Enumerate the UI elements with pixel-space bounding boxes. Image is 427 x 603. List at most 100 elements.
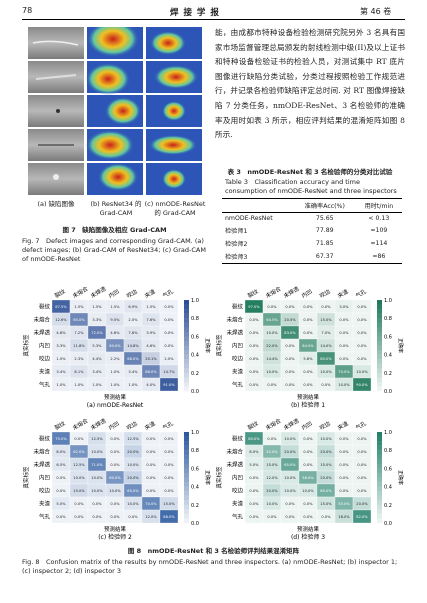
table-row: 检验师3 67.37 ≈86 [222,250,402,264]
cell-label: 0.0% [146,463,156,467]
colorbar-tick: 0.2 [191,371,199,377]
cell-label: 75.0% [55,437,67,441]
cell-label: 0.0% [267,305,277,309]
table-caption-en: Table 3 Classification accuracy and time… [225,178,397,195]
cell-label: 0.0% [339,318,349,322]
cell-label: 5.3% [92,344,102,348]
colorbar-step [184,359,189,364]
cell-label: 12.0% [145,515,157,519]
x-axis-label: 预测结果 [104,393,127,401]
colorbar-tick: 0.4 [384,485,392,491]
cell-label: 20.0% [127,450,139,454]
colorbar-step [377,336,382,342]
cell-label: 0.0% [164,344,174,348]
cell-label: 15.0% [320,463,332,467]
cell-label: 0.0% [303,318,313,322]
colorbar-step [184,436,189,442]
col-label: 咬边 [318,419,332,432]
table-body: nmODE-ResNet 75.65 < 0.13 检验师1 77.89 ≈109 检验师2… [222,213,402,264]
cell-label: 0.0% [164,318,174,322]
colorbar-step [184,500,189,505]
figure-caption-en: Fig. 7 Defect images and corresponding G… [22,237,206,263]
colorbar-step [377,318,382,323]
cell-label: 58.0% [302,476,314,480]
cell-label: 80.0% [320,357,332,361]
cell-label: 0.0% [110,450,120,454]
cell-label: 0.0% [110,515,120,519]
cell-label: 0.0% [339,437,349,441]
subcaption: (c) nmODE-ResNet 的 Grad-CAM [144,200,206,217]
cell-label: 0.0% [285,502,295,506]
cell-label: 0.0% [249,476,259,480]
table-header: 准确率Acc(%) 用时t/min [222,198,402,213]
cell-label: 62.0% [73,450,85,454]
colorbar-step [377,340,382,346]
col-label: 内凹 [300,287,314,299]
cell-label: 0.0% [339,357,349,361]
cell-label: 0.0% [321,383,331,387]
colorbar-tick: 1.0 [191,298,199,304]
cell-label: 0.0% [74,515,84,519]
cell-label: 0.0% [164,331,174,335]
colorbar-step [377,381,382,387]
cell-label: 15.0% [266,463,278,467]
colorbar-step [377,477,382,483]
colorbar-step [377,354,382,360]
cell-label: 3.4% [56,370,66,374]
cell-label: 0.0% [110,463,120,467]
col-label: 气孔 [161,287,175,300]
cell-label: 60.0% [109,476,121,480]
col-label: 夹渣 [143,419,157,432]
y-axis-label: 真实标签 [215,466,223,489]
cell [352,509,372,524]
colorbar-step [377,482,382,487]
colorbar-step [184,350,189,355]
colorbar-step [377,313,382,319]
colorbar-step [184,445,189,451]
body-text: 能，由成都市特种设备检验检测研究院另外 3 名具有国家市场监督管理总局颁发的射线… [215,28,405,140]
cell-label: 0.0% [285,357,295,361]
colorbar-step [184,463,189,469]
colorbar-step [377,304,382,310]
cell-label: 0.0% [249,331,259,335]
cell-label: 5.0% [56,502,66,506]
colorbar-tick: 1.0 [384,430,392,436]
colorbar-step [184,327,189,333]
cell-label: 12.0% [266,476,278,480]
colorbar-step [184,477,189,483]
cell-label: 0.0% [303,331,313,335]
cell-label: 70.0% [145,502,157,506]
col-label: 未焊透 [89,284,108,299]
colorbar-tick: 0.6 [191,334,199,340]
colorbar-step [377,454,382,460]
cell-label: 7.2% [74,331,84,335]
cell-label: 10.0% [338,383,350,387]
row-label: 咬边 [39,487,51,495]
cell-label: 10.0% [127,463,139,467]
colorbar-step [377,450,382,455]
cell-label: 0.0% [56,515,66,519]
col-label: 未焊透 [282,284,301,299]
cell-label: 2.0% [164,357,174,361]
cell-label: 0.0% [357,463,367,467]
colorbar-step [377,509,382,515]
cell-label: 7.6% [128,331,138,335]
cell-label: 20.0% [320,450,332,454]
colorbar-step [184,304,189,310]
row-label: 夹渣 [232,368,244,376]
colorbar-step [184,381,189,387]
cell-label: 80.0% [248,437,260,441]
cell-label: 15.0% [320,318,332,322]
x-axis-label: 预测结果 [297,525,320,533]
cell-label: 65.0% [284,463,296,467]
colorbar-step [184,336,189,342]
colorbar-step [184,372,189,378]
colorbar-step [377,504,382,510]
col-label: 气孔 [354,287,368,300]
cell-label: 0.0% [249,370,259,374]
cell-label: 0.0% [249,515,259,519]
table-caption: 表 3 nmODE-ResNet 和 3 名检验师的分类对比试验 [227,168,393,176]
table-cell: 77.89 [315,227,334,234]
cell-label: 10.0% [320,370,332,374]
y-axis-label: 真实标签 [215,334,223,357]
